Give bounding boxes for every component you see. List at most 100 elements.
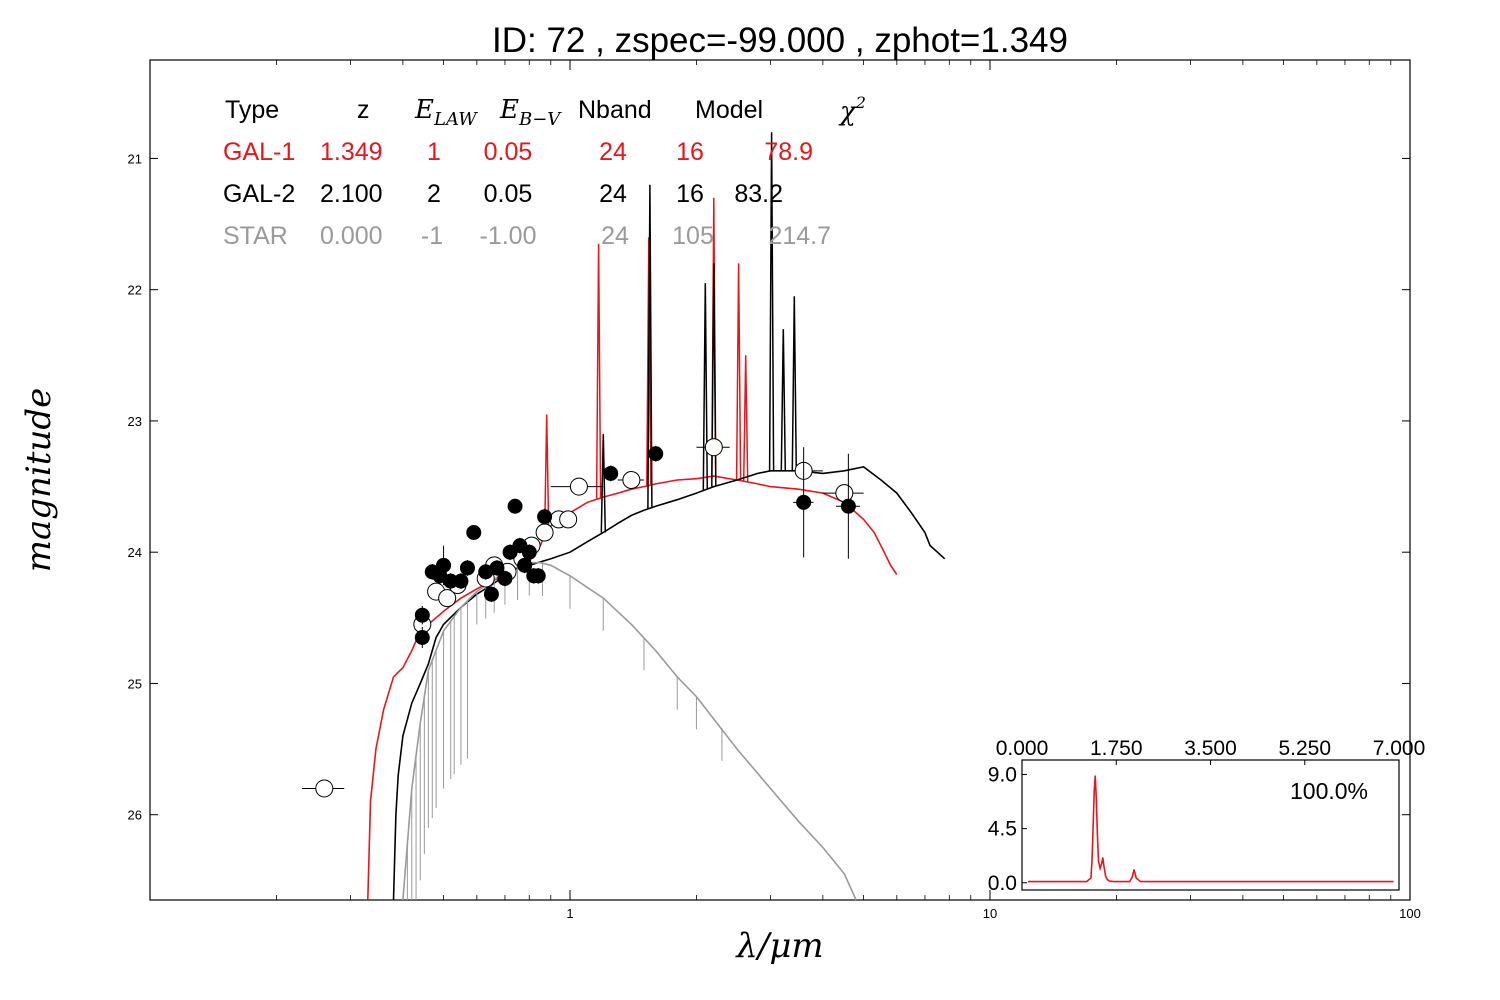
- row-ebv: 0.05: [484, 138, 533, 166]
- emission-line-gal-2: [768, 132, 775, 471]
- x-axis-label: λ/μm: [734, 926, 823, 966]
- photometry-point-filled: [507, 498, 523, 514]
- row-nband: 24: [599, 180, 627, 208]
- emission-line-gal-1: [646, 237, 652, 486]
- photometry-point-filled: [497, 570, 513, 586]
- row-z: 0.000: [320, 222, 383, 250]
- inset-axis-ticks: 0.000 1.750 3.500 5.250 7.000 0.0 4.5 9.0: [988, 737, 1425, 895]
- inset-y-tick-label: 4.5: [988, 818, 1017, 841]
- photometry-point-filled: [489, 560, 505, 576]
- row-nband: 24: [601, 222, 629, 250]
- header-ebv: EB−V: [499, 95, 562, 130]
- row-ebv: 0.05: [484, 180, 533, 208]
- emission-line-gal-2: [647, 184, 653, 509]
- emission-line-gal-1: [742, 355, 749, 482]
- photometry-point-filled: [603, 465, 619, 481]
- row-ebv: -1.00: [480, 222, 537, 250]
- photometry-point-filled: [530, 568, 546, 584]
- fit-row-gal1: GAL-1 1.349 1 0.05 24 16 78.9: [223, 138, 813, 166]
- photometry-point-filled: [840, 498, 856, 514]
- photometry-point-filled: [483, 586, 499, 602]
- photometry-point-open: [535, 523, 554, 542]
- row-model: 16: [676, 180, 704, 208]
- emission-line-gal-1: [595, 243, 602, 499]
- row-type: GAL-2: [223, 180, 295, 208]
- header-type: Type: [225, 96, 279, 124]
- emission-line-gal-2: [600, 434, 607, 533]
- inset-y-tick-label: 9.0: [988, 763, 1017, 786]
- header-z: z: [357, 96, 370, 124]
- y-tick-label: 26: [128, 808, 142, 823]
- emission-line-gal-2: [780, 329, 787, 471]
- row-elaw: -1: [421, 222, 443, 250]
- x-tick-label: 100: [1399, 906, 1421, 921]
- fit-row-gal2: GAL-2 2.100 2 0.05 24 16 83.2: [223, 180, 783, 208]
- row-type: STAR: [223, 222, 288, 250]
- emission-line-gal-1: [543, 414, 550, 532]
- series-gal-2: [392, 466, 946, 901]
- header-chi2: χ2: [838, 93, 866, 127]
- photometry-point-open: [569, 477, 588, 496]
- emission-line-gal-1: [735, 263, 742, 481]
- emission-line-gal-2: [702, 283, 709, 490]
- row-chi2: 83.2: [734, 180, 783, 208]
- photometry-point-filled: [648, 446, 664, 462]
- model-spectra: [367, 132, 946, 901]
- inset-y-tick-label: 0.0: [988, 872, 1017, 895]
- row-z: 1.349: [320, 138, 383, 166]
- photometry-point-open: [438, 589, 457, 608]
- inset-x-tick-label: 3.500: [1184, 737, 1237, 760]
- inset-series-pdz: [1027, 775, 1394, 883]
- x-tick-label: 10: [983, 906, 997, 921]
- inset-x-tick-label: 7.000: [1373, 737, 1426, 760]
- row-type: GAL-1: [223, 138, 295, 166]
- inset-x-tick-label: 0.000: [996, 737, 1049, 760]
- header-nband: Nband: [578, 96, 652, 124]
- row-elaw: 1: [427, 138, 441, 166]
- x-tick-label: 1: [566, 906, 573, 921]
- photometry-point-filled: [466, 525, 482, 540]
- row-chi2: 78.9: [764, 138, 813, 166]
- fit-row-star: STAR 0.000 -1 -1.00 24 105 214.7: [223, 222, 831, 250]
- photometry-points: [301, 438, 864, 798]
- main-plot-frame: [149, 59, 1411, 901]
- series-gal-1: [367, 475, 898, 901]
- inset-x-tick-label: 1.750: [1090, 737, 1143, 760]
- inset-pdz-curve: [1027, 775, 1394, 883]
- y-tick-label: 22: [128, 283, 142, 298]
- y-tick-label: 24: [128, 545, 142, 560]
- row-nband: 24: [599, 138, 627, 166]
- row-chi2: 214.7: [768, 222, 831, 250]
- header-elaw: ELAW: [414, 95, 478, 130]
- photometry-point-filled: [453, 573, 469, 589]
- photometry-point-filled: [796, 494, 812, 510]
- header-model: Model: [695, 96, 763, 124]
- row-model: 105: [672, 222, 714, 250]
- emission-line-gal-2: [711, 263, 717, 487]
- chart-title: ID: 72 , zspec=-99.000 , zphot=1.349: [492, 21, 1068, 60]
- photometry-point-filled: [414, 630, 430, 645]
- photometry-point-filled: [459, 560, 475, 576]
- photometry-point-filled: [436, 557, 452, 573]
- y-tick-label: 21: [128, 151, 142, 166]
- row-z: 2.100: [320, 180, 383, 208]
- y-tick-label: 23: [128, 414, 142, 429]
- inset-annotation: 100.0%: [1290, 778, 1368, 804]
- photometry-point-filled: [414, 607, 430, 623]
- series-star: [402, 561, 857, 901]
- photometry-point-open: [622, 471, 641, 489]
- y-tick-label: 25: [128, 676, 142, 691]
- inset-x-tick-label: 5.250: [1278, 737, 1331, 760]
- photometry-point-open: [315, 779, 334, 798]
- row-model: 16: [676, 138, 704, 166]
- emission-line-gal-2: [791, 296, 798, 471]
- photometry-point-filled: [517, 557, 533, 573]
- photometry-point-filled: [537, 509, 553, 525]
- photometry-point-open: [704, 438, 723, 457]
- photometry-point-open: [559, 510, 578, 529]
- row-elaw: 2: [427, 180, 441, 208]
- photometry-point-filled: [521, 544, 537, 560]
- fit-table: Type z ELAW EB−V Nband Model χ2 GAL-1 1.…: [223, 93, 866, 250]
